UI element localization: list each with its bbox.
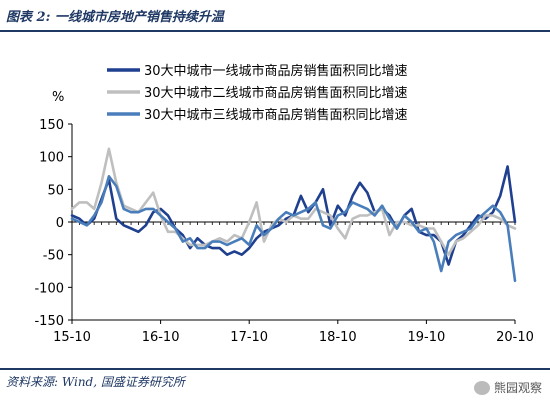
watermark: 熊园观察	[473, 379, 542, 396]
title-rule	[0, 30, 550, 32]
source-note: 资料来源: Wind, 国盛证券研究所	[6, 375, 185, 389]
wechat-icon	[473, 380, 490, 395]
series-line-3	[70, 175, 517, 283]
x-tick-label: 20-10	[496, 330, 534, 345]
legend-label-1: 30大中城市一线城市商品房销售面积同比增速	[144, 63, 408, 79]
x-tick-label: 17-10	[230, 330, 268, 345]
figure-title: 图表 2: 一线城市房地产销售持续升温	[6, 10, 224, 25]
y-tick-label: 0	[56, 216, 64, 231]
y-tick-label: -100	[34, 281, 64, 296]
y-tick-label: -50	[43, 249, 64, 264]
series-group	[70, 147, 517, 283]
y-tick-label: 100	[39, 151, 64, 166]
y-tick-label: -150	[34, 314, 64, 329]
series-line-2	[70, 147, 517, 256]
x-axis-ticks: 15-10 16-10 17-10 18-10 19-10 20-10	[53, 222, 534, 345]
x-tick-label: 16-10	[142, 330, 180, 345]
watermark-text: 熊园观察	[493, 381, 542, 395]
y-tick-label: 50	[47, 183, 64, 198]
legend-label-3: 30大中城市三线城市商品房销售面积同比增速	[144, 107, 408, 123]
x-tick-label: 19-10	[408, 330, 446, 345]
y-axis-ticks: -150 -100 -50 0 50 100 150	[34, 118, 72, 329]
legend: 30大中城市一线城市商品房销售面积同比增速 30大中城市二线城市商品房销售面积同比…	[107, 63, 408, 123]
x-tick-label: 18-10	[319, 330, 357, 345]
y-axis-label: %	[52, 90, 64, 105]
source-rule	[0, 368, 550, 370]
y-tick-label: 150	[39, 118, 64, 133]
x-tick-label: 15-10	[53, 330, 91, 345]
legend-label-2: 30大中城市二线城市商品房销售面积同比增速	[144, 85, 408, 101]
